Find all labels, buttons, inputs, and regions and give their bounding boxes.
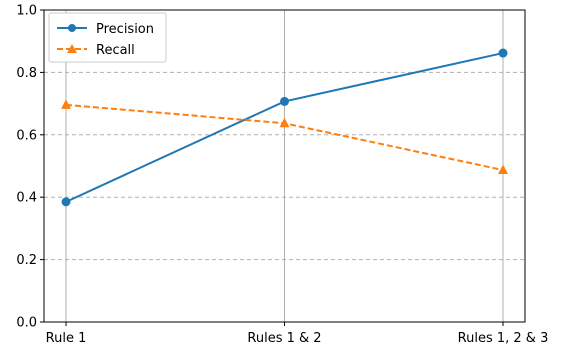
y-tick-label: 0.0 (16, 316, 37, 331)
grid (44, 10, 525, 322)
legend-item-precision: Precision (57, 22, 154, 37)
data-point-recall (279, 117, 290, 128)
series (61, 48, 508, 207)
x-tick-label: Rule 1 (46, 331, 87, 346)
y-tick-label: 1.0 (16, 4, 37, 19)
data-point-recall (61, 99, 71, 109)
legend-precision-label: Precision (96, 22, 154, 37)
x-tick-label: Rules 1, 2 & 3 (458, 331, 549, 346)
y-tick-label: 0.4 (16, 191, 37, 206)
legend-recall-label: Recall (96, 43, 135, 58)
y-tick-label: 0.2 (16, 253, 37, 268)
data-point-precision (498, 48, 508, 58)
data-point-precision (280, 96, 289, 106)
x-tick-label: Rules 1 & 2 (247, 331, 321, 346)
series-recall (61, 99, 508, 175)
y-tick-label: 0.6 (16, 128, 37, 143)
data-point-precision (61, 197, 71, 207)
legend: Precision Recall (48, 12, 167, 63)
y-tick-label: 0.8 (16, 66, 37, 81)
legend-item-recall: Recall (57, 43, 135, 58)
legend-precision-marker (68, 24, 76, 32)
legend-recall-marker (67, 44, 77, 53)
data-point-recall (498, 164, 508, 175)
series-precision (61, 48, 508, 207)
ticks: 0.0 0.2 0.4 0.6 0.8 1.0 Rule 1 Rules 1 & 2 Rules… (16, 4, 548, 347)
